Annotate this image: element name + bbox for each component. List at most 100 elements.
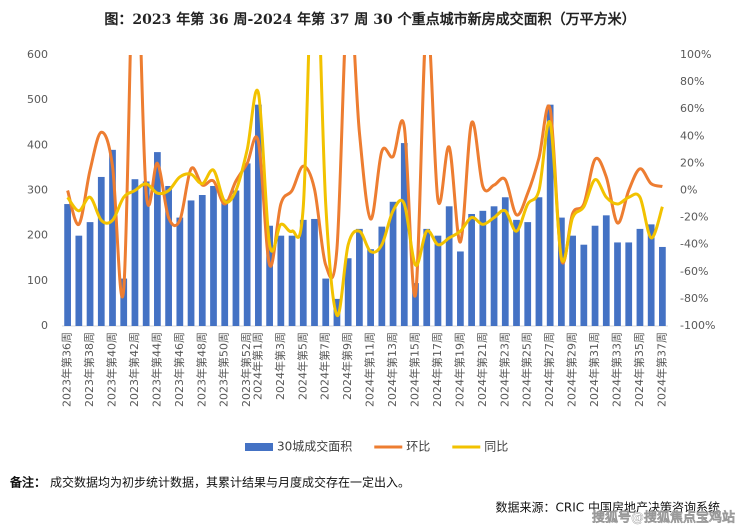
- bar: [198, 195, 206, 326]
- x-tick-label: 2024年第37周: [654, 332, 668, 407]
- y2-tick-label: 100%: [680, 48, 711, 61]
- x-tick-label: 2023年第50周: [217, 332, 231, 407]
- y2-tick-label: 20%: [680, 156, 704, 169]
- bar: [86, 222, 94, 326]
- y-tick-label: 600: [27, 48, 48, 61]
- bar: [423, 228, 431, 326]
- bar: [625, 242, 633, 326]
- x-tick-label: 2023年第48周: [194, 332, 208, 407]
- bar: [109, 149, 116, 326]
- bar: [513, 219, 520, 326]
- line: [66, 55, 663, 299]
- legend-swatch: [245, 443, 273, 451]
- bar: [299, 219, 307, 326]
- bar: [266, 225, 273, 326]
- bar: [232, 190, 240, 326]
- x-tick-label: 2024年第13周: [385, 332, 399, 407]
- bar: [614, 242, 621, 326]
- bar: [378, 226, 386, 326]
- legend-label: 同比: [484, 440, 508, 454]
- x-tick-label: 2024年第5周: [295, 332, 309, 400]
- bar: [277, 235, 285, 326]
- bar: [524, 222, 532, 326]
- y-tick-label: 500: [27, 93, 48, 106]
- x-tick-label: 2023年第44周: [149, 332, 163, 407]
- bar: [434, 235, 442, 326]
- x-tick-label: 2024年第25周: [520, 332, 534, 407]
- watermark: 搜狐号@搜狐焦点宝鸡站: [592, 510, 735, 526]
- y2-tick-label: 80%: [680, 75, 704, 88]
- bar: [120, 278, 128, 326]
- y2-tick-label: -100%: [680, 319, 715, 332]
- legend-label: 环比: [406, 440, 430, 454]
- x-tick-label: 2024年第1周: [250, 332, 264, 400]
- x-tick-label: 2024年第15周: [408, 332, 422, 407]
- y2-tick-label: -60%: [680, 265, 708, 278]
- bar: [288, 235, 296, 326]
- legend-label: 30城成交面积: [277, 439, 352, 454]
- x-tick-label: 2024年第11周: [363, 332, 377, 407]
- x-tick-label: 2024年第27周: [542, 332, 556, 407]
- y2-tick-label: -80%: [680, 292, 708, 305]
- bar: [75, 235, 83, 326]
- x-tick-label: 2023年第38周: [82, 332, 96, 407]
- y-tick-label: 400: [27, 138, 48, 151]
- bar: [602, 215, 610, 326]
- bar: [558, 217, 565, 326]
- bar: [311, 218, 318, 326]
- bar: [322, 278, 330, 326]
- x-tick-label: 2024年第17周: [430, 332, 444, 407]
- chart-title: 图：2023 年第 36 周-2024 年第 37 周 30 个重点城市新房成交…: [104, 11, 635, 28]
- x-tick-label: 2024年第19周: [452, 332, 466, 407]
- y2-tick-label: -40%: [680, 238, 708, 251]
- bar: [176, 217, 184, 326]
- y2-tick-label: -20%: [680, 211, 708, 224]
- bar: [210, 185, 217, 326]
- bar: [591, 225, 599, 326]
- bar: [580, 244, 588, 326]
- bar: [187, 200, 195, 326]
- x-tick-label: 2023年第46周: [172, 332, 186, 407]
- bar: [412, 283, 419, 326]
- note: 成交数据均为初步统计数据，其累计结果与月度成交存在一定出入。: [50, 475, 410, 490]
- bar: [131, 179, 139, 326]
- x-tick-label: 2024年第9周: [340, 332, 354, 400]
- x-tick-label: 2024年第3周: [273, 332, 287, 400]
- bar: [647, 224, 655, 326]
- bar: [97, 176, 105, 326]
- y-tick-label: 200: [27, 229, 48, 242]
- bar: [445, 206, 453, 326]
- bar: [479, 210, 487, 326]
- x-tick-label: 2024年第23周: [497, 332, 511, 407]
- line: [66, 55, 664, 317]
- y2-tick-label: 60%: [680, 102, 704, 115]
- y-tick-label: 100: [27, 274, 48, 287]
- y2-tick-label: 40%: [680, 129, 704, 142]
- x-tick-label: 2024年第29周: [565, 332, 579, 407]
- note-label: 备注：: [9, 475, 46, 490]
- bar: [255, 104, 262, 326]
- x-tick-label: 2024年第31周: [587, 332, 601, 407]
- source: 数据来源：CRIC 中国房地产决策咨询系统: [496, 500, 720, 515]
- bar: [535, 197, 543, 326]
- bar: [165, 185, 172, 326]
- x-tick-label: 2024年第7周: [318, 332, 332, 400]
- bar: [367, 249, 374, 326]
- y-tick-label: 0: [41, 319, 48, 332]
- bar: [501, 197, 509, 326]
- x-tick-label: 2024年第21周: [475, 332, 489, 407]
- bar: [243, 163, 251, 326]
- x-tick-label: 2023年第40周: [105, 332, 119, 407]
- x-tick-label: 2024年第33周: [610, 332, 624, 407]
- bar: [142, 181, 150, 326]
- bar: [457, 251, 464, 326]
- bar: [490, 206, 498, 326]
- y2-tick-label: 0%: [680, 184, 697, 197]
- bar: [400, 143, 408, 326]
- plot-area: [64, 55, 666, 326]
- bar: [636, 228, 644, 326]
- bar: [569, 235, 576, 326]
- bar: [356, 228, 363, 326]
- bar: [389, 201, 397, 326]
